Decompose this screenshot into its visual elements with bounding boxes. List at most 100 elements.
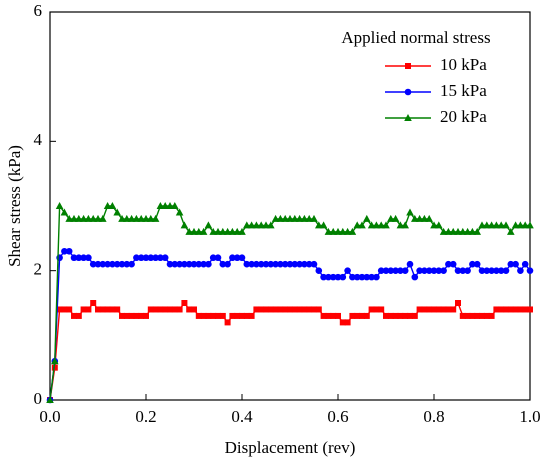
data-point (487, 221, 496, 229)
data-point (228, 227, 237, 235)
data-point (176, 306, 183, 313)
data-point (272, 306, 279, 313)
data-point (85, 254, 92, 262)
data-point (143, 312, 149, 319)
data-point (344, 319, 351, 326)
data-point (171, 306, 178, 313)
data-point (248, 260, 255, 268)
data-point (46, 396, 54, 403)
data-point (138, 312, 145, 319)
data-point (223, 227, 232, 235)
data-point (483, 312, 490, 319)
data-point (511, 221, 520, 229)
data-point (291, 214, 299, 222)
data-point (219, 260, 227, 268)
y-tick-label: 2 (34, 260, 43, 279)
data-point (503, 306, 509, 313)
data-point (219, 227, 227, 235)
data-point (425, 267, 433, 274)
data-point (431, 306, 437, 313)
data-point (224, 319, 231, 326)
legend-label: 15 kPa (440, 81, 487, 100)
data-point (397, 267, 404, 274)
data-point (113, 208, 121, 216)
data-point (229, 254, 236, 262)
data-point (397, 312, 404, 319)
data-point (420, 214, 429, 222)
data-point (66, 306, 73, 313)
data-point (190, 227, 198, 235)
data-point (162, 306, 169, 313)
data-point (167, 306, 173, 313)
data-point (272, 260, 279, 268)
data-point (377, 221, 385, 229)
data-point (435, 221, 443, 229)
data-point (195, 312, 202, 319)
data-point (89, 260, 97, 268)
data-point (430, 221, 438, 229)
data-point (65, 247, 73, 255)
data-point (382, 267, 390, 274)
data-point (104, 306, 111, 313)
data-point (493, 267, 500, 274)
data-point (310, 260, 318, 268)
data-point (335, 312, 341, 319)
data-point (492, 221, 501, 229)
data-point (210, 312, 217, 319)
data-point (109, 306, 116, 313)
data-point (51, 364, 58, 371)
data-point (383, 312, 389, 319)
data-point (180, 221, 189, 229)
data-point (512, 306, 519, 313)
data-point (257, 221, 265, 229)
data-point (109, 260, 116, 268)
data-point (257, 260, 265, 268)
data-point (119, 312, 125, 319)
data-point (343, 227, 352, 235)
data-point (296, 260, 303, 268)
data-point (469, 312, 476, 319)
data-point (522, 306, 529, 313)
data-point (483, 267, 491, 274)
data-point (450, 306, 457, 313)
y-tick-label: 0 (34, 389, 43, 408)
data-point (190, 260, 198, 268)
data-point (253, 260, 260, 268)
data-point (305, 214, 313, 222)
data-point (147, 306, 154, 313)
data-point (191, 306, 197, 313)
data-point (310, 214, 318, 222)
data-point (301, 260, 308, 268)
data-point (214, 254, 222, 262)
data-point (142, 214, 150, 222)
data-point (464, 312, 471, 319)
data-point (243, 312, 250, 319)
data-point (411, 273, 419, 281)
data-point (527, 306, 533, 313)
data-point (363, 312, 370, 319)
x-tick-label: 1.0 (519, 407, 540, 426)
data-point (363, 273, 371, 281)
data-point (430, 267, 438, 274)
data-point (281, 214, 289, 222)
data-point (161, 202, 169, 209)
data-point (526, 221, 534, 229)
data-point (185, 260, 193, 268)
data-point (209, 227, 217, 235)
data-point (358, 273, 366, 281)
data-point (469, 260, 476, 268)
data-point (89, 214, 97, 222)
data-point (247, 221, 256, 229)
data-point (416, 267, 423, 274)
data-point (104, 260, 111, 268)
data-point (157, 306, 164, 313)
data-point (271, 214, 280, 222)
data-point (353, 273, 361, 281)
data-point (200, 312, 207, 319)
data-point (329, 273, 337, 281)
data-point (526, 267, 534, 274)
data-point (239, 312, 245, 319)
data-point (387, 214, 395, 222)
